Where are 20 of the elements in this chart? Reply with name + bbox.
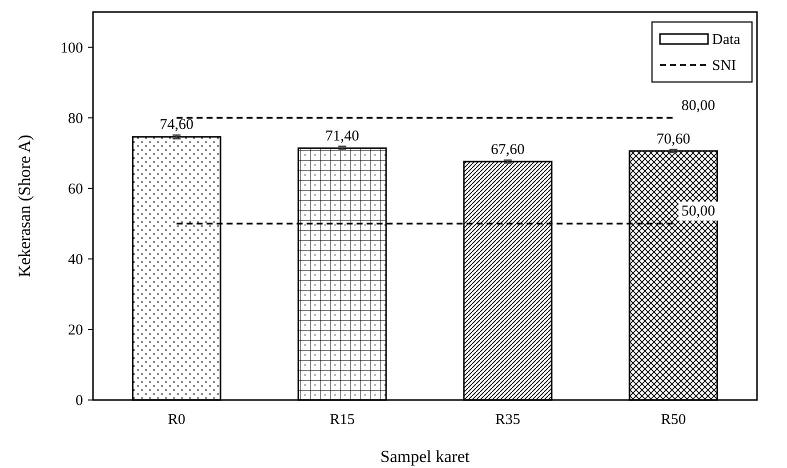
- data-label: 74,60: [160, 117, 194, 134]
- y-tick-label: 60: [68, 181, 83, 198]
- data-label: 71,40: [325, 128, 360, 144]
- x-tick-label: R50: [660, 412, 686, 428]
- x-tick-label: R35: [495, 412, 520, 428]
- x-tick-label: R15: [330, 412, 355, 428]
- y-axis-title: Kekerasan (Shore A): [15, 134, 34, 278]
- legend-label: SNI: [712, 58, 736, 74]
- data-label: 67,60: [490, 142, 525, 158]
- y-tick-label: 0: [76, 393, 83, 409]
- legend-label: Data: [712, 32, 741, 48]
- x-axis-title: Sampel karet: [380, 447, 470, 466]
- data-label: 50,00: [681, 204, 716, 220]
- y-tick-label: 20: [68, 322, 83, 338]
- y-tick-label: 40: [68, 252, 83, 268]
- y-tick-label: 80: [68, 110, 83, 127]
- x-tick-label: R0: [168, 412, 186, 428]
- data-label: 70,60: [656, 132, 690, 148]
- y-tick-label: 100: [60, 40, 83, 56]
- data-label: 80,00: [681, 98, 716, 114]
